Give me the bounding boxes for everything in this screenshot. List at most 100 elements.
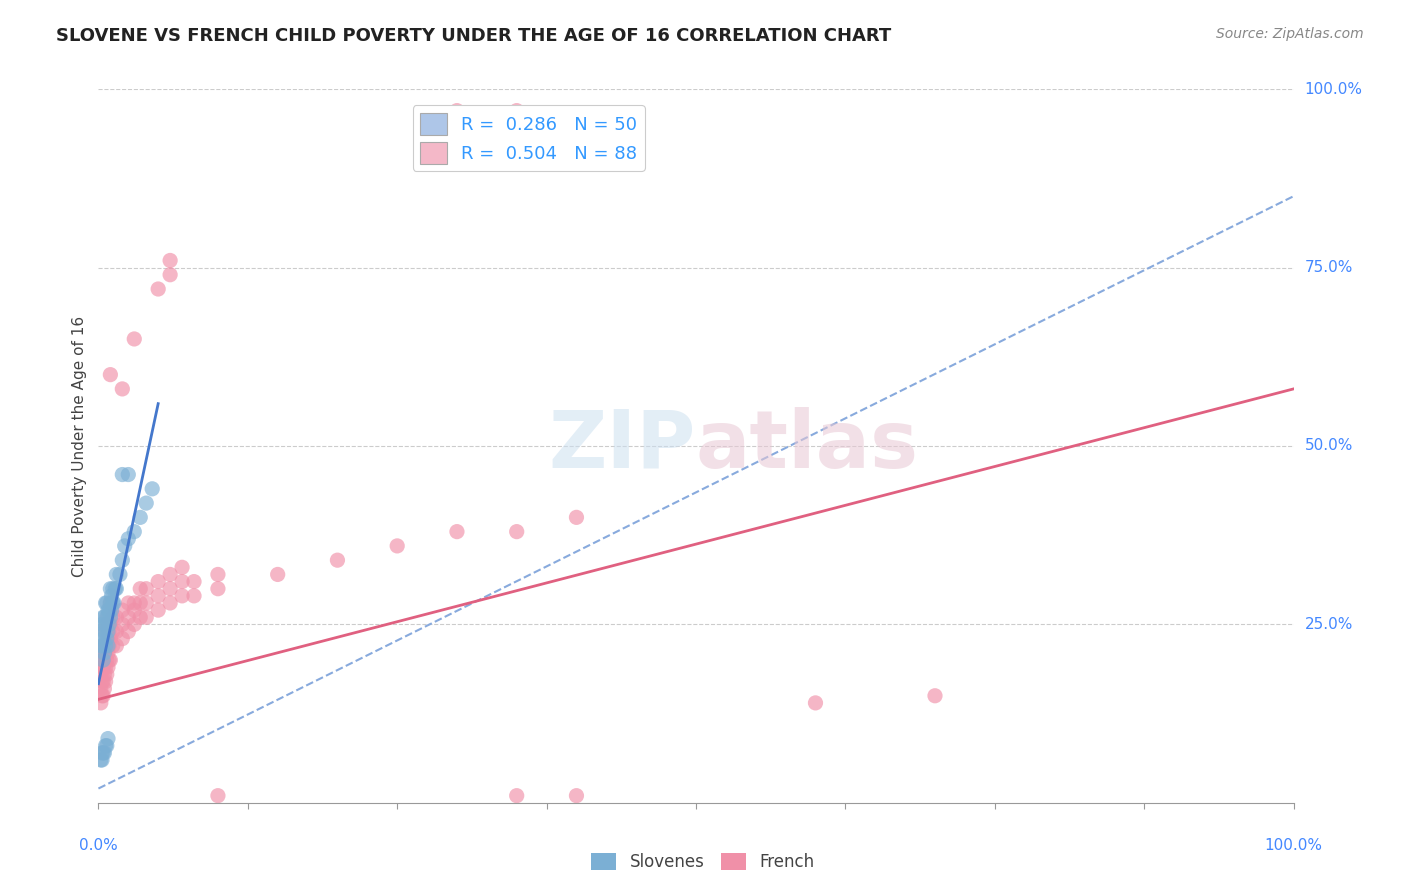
- Point: [117, 596, 139, 610]
- Point: [129, 610, 152, 624]
- Point: [159, 596, 181, 610]
- Point: [91, 660, 114, 674]
- Y-axis label: Child Poverty Under the Age of 16: Child Poverty Under the Age of 16: [72, 316, 87, 576]
- Point: [111, 617, 134, 632]
- Point: [183, 574, 205, 589]
- Point: [98, 624, 121, 639]
- Point: [183, 589, 205, 603]
- Point: [506, 524, 529, 539]
- Text: 25.0%: 25.0%: [1305, 617, 1353, 632]
- Point: [91, 674, 114, 689]
- Point: [97, 639, 120, 653]
- Point: [103, 596, 125, 610]
- Text: atlas: atlas: [696, 407, 920, 485]
- Point: [135, 610, 157, 624]
- Point: [117, 467, 139, 482]
- Point: [135, 496, 157, 510]
- Point: [804, 696, 827, 710]
- Point: [117, 610, 139, 624]
- Point: [97, 731, 120, 746]
- Point: [97, 632, 120, 646]
- Point: [91, 746, 114, 760]
- Point: [159, 253, 181, 268]
- Point: [98, 368, 122, 382]
- Point: [98, 639, 121, 653]
- Point: [93, 624, 115, 639]
- Point: [108, 567, 131, 582]
- Point: [96, 617, 118, 632]
- Point: [159, 582, 181, 596]
- Point: [111, 382, 134, 396]
- Point: [129, 510, 152, 524]
- Point: [93, 746, 115, 760]
- Point: [114, 539, 136, 553]
- Point: [159, 567, 181, 582]
- Text: 0.0%: 0.0%: [79, 838, 118, 853]
- Text: Source: ZipAtlas.com: Source: ZipAtlas.com: [1216, 27, 1364, 41]
- Text: 75.0%: 75.0%: [1305, 260, 1353, 275]
- Point: [159, 268, 181, 282]
- Point: [91, 660, 114, 674]
- Point: [105, 639, 128, 653]
- Text: 50.0%: 50.0%: [1305, 439, 1353, 453]
- Point: [117, 624, 139, 639]
- Point: [105, 624, 128, 639]
- Point: [94, 646, 117, 660]
- Point: [100, 589, 122, 603]
- Point: [91, 753, 114, 767]
- Point: [111, 632, 134, 646]
- Point: [94, 674, 117, 689]
- Point: [96, 639, 118, 653]
- Point: [90, 681, 112, 696]
- Point: [101, 624, 124, 639]
- Point: [267, 567, 290, 582]
- Point: [94, 739, 117, 753]
- Point: [98, 582, 122, 596]
- Point: [135, 582, 157, 596]
- Point: [446, 103, 468, 118]
- Point: [93, 610, 115, 624]
- Point: [924, 689, 946, 703]
- Point: [93, 653, 115, 667]
- Point: [446, 524, 468, 539]
- Point: [506, 103, 529, 118]
- Point: [101, 610, 124, 624]
- Point: [98, 596, 122, 610]
- Point: [111, 467, 134, 482]
- Point: [94, 624, 117, 639]
- Point: [91, 639, 114, 653]
- Point: [98, 610, 122, 624]
- Point: [90, 753, 112, 767]
- Point: [98, 653, 122, 667]
- Point: [101, 582, 124, 596]
- Text: SLOVENE VS FRENCH CHILD POVERTY UNDER THE AGE OF 16 CORRELATION CHART: SLOVENE VS FRENCH CHILD POVERTY UNDER TH…: [56, 27, 891, 45]
- Point: [565, 510, 588, 524]
- Point: [91, 674, 114, 689]
- Point: [172, 560, 194, 574]
- Point: [93, 681, 115, 696]
- Point: [129, 596, 152, 610]
- Point: [105, 582, 128, 596]
- Point: [91, 617, 114, 632]
- Point: [93, 646, 115, 660]
- Point: [135, 596, 157, 610]
- Point: [94, 617, 117, 632]
- Point: [94, 660, 117, 674]
- Point: [98, 632, 122, 646]
- Text: ZIP: ZIP: [548, 407, 696, 485]
- Point: [91, 746, 114, 760]
- Point: [90, 639, 112, 653]
- Point: [124, 524, 146, 539]
- Point: [97, 660, 120, 674]
- Point: [129, 582, 152, 596]
- Point: [101, 596, 124, 610]
- Point: [124, 603, 146, 617]
- Point: [104, 582, 127, 596]
- Point: [124, 617, 146, 632]
- Point: [326, 553, 349, 567]
- Point: [124, 332, 146, 346]
- Point: [90, 653, 112, 667]
- Point: [94, 639, 117, 653]
- Point: [207, 567, 229, 582]
- Text: 100.0%: 100.0%: [1264, 838, 1323, 853]
